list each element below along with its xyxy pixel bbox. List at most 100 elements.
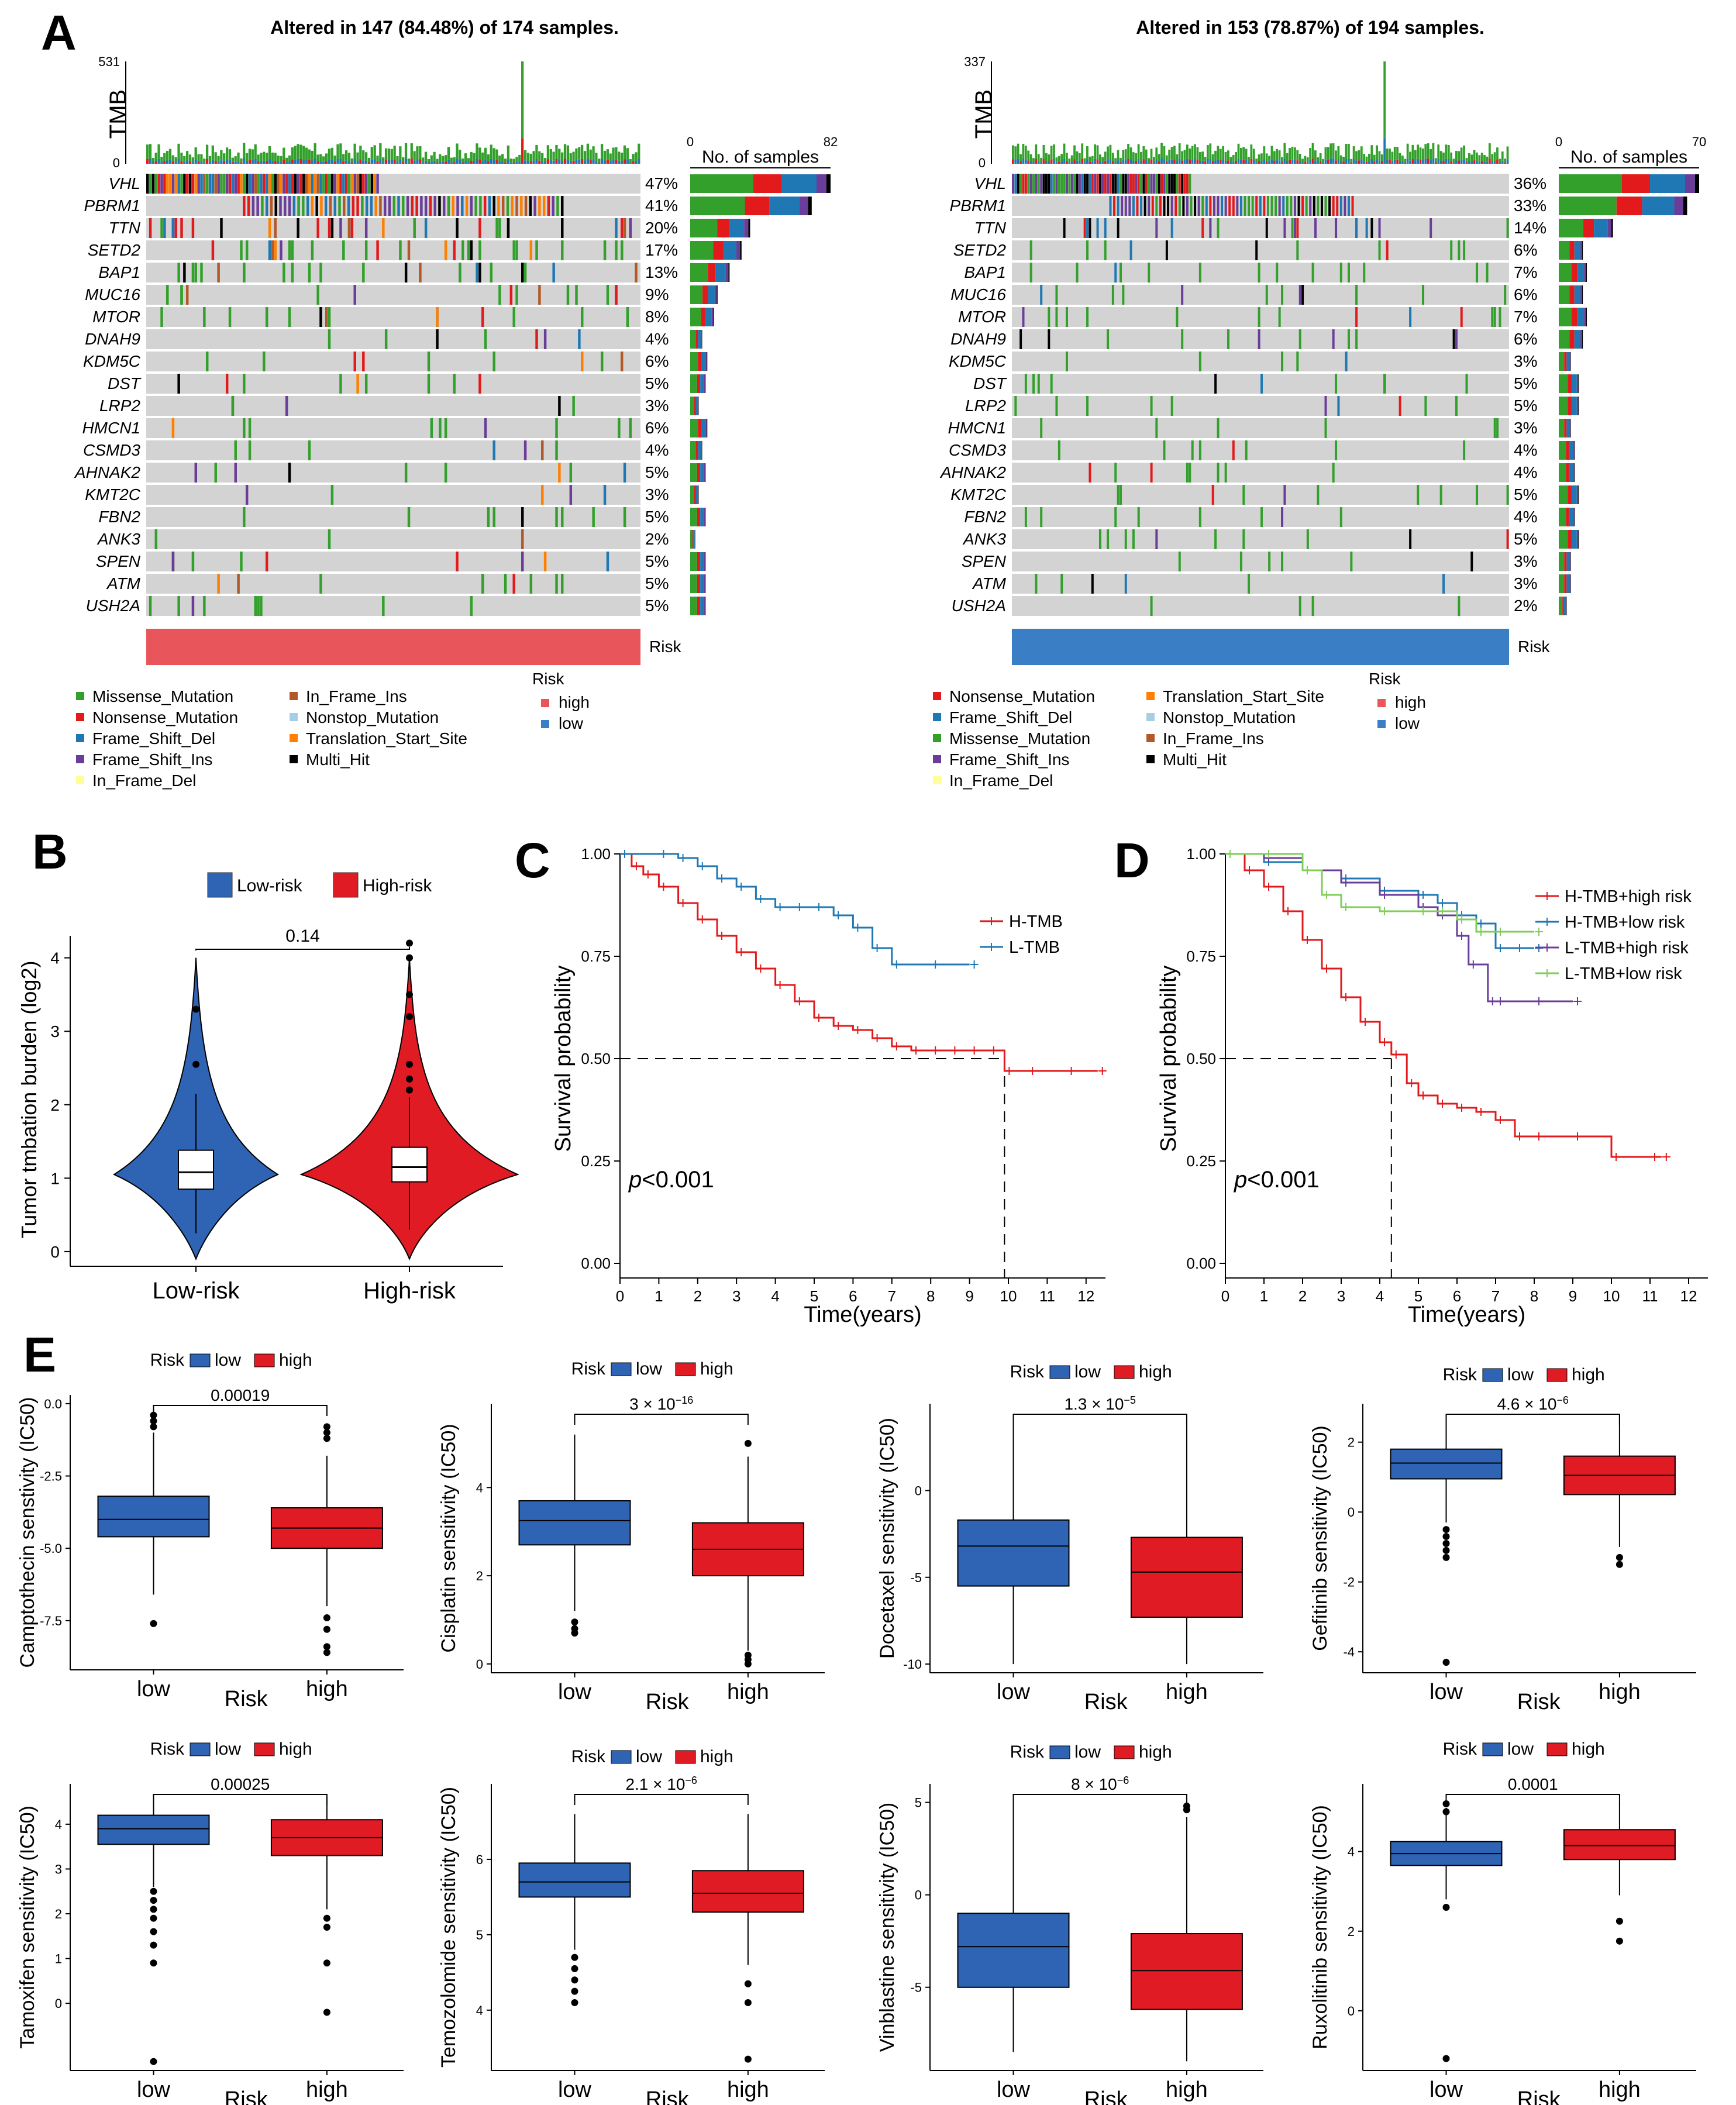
tmb-bar: [185, 151, 189, 161]
tmb-bar: [1209, 143, 1212, 159]
outlier-point: [323, 1435, 330, 1442]
mutation-cell: [319, 174, 322, 194]
mutation-cell: [538, 196, 541, 216]
y-axis-title: Gefitinib sensitivity (IC50): [1309, 1425, 1331, 1651]
mutation-cell: [180, 218, 183, 238]
tmb-bar: [1391, 151, 1394, 161]
legend-swatch: [76, 734, 84, 742]
mutation-cell: [1337, 396, 1340, 416]
sample-count-bar: [693, 530, 695, 549]
mutation-cell: [1117, 196, 1120, 216]
mutation-cell: [520, 196, 523, 216]
tmb-bar: [481, 161, 484, 164]
tmb-bar: [260, 153, 263, 161]
tmb-bar: [598, 159, 601, 163]
tmb-bar: [1191, 146, 1194, 160]
tmb-bar: [1417, 159, 1420, 164]
gene-row-background: [1012, 418, 1509, 438]
tmb-bar: [302, 159, 305, 164]
x-tick-label: 8: [1530, 1287, 1538, 1305]
mutation-cell: [447, 196, 450, 216]
tmb-bar: [1196, 159, 1199, 164]
tmb-bar: [501, 161, 504, 164]
sample-count-bar: [1568, 530, 1572, 549]
box-low: [97, 1496, 210, 1538]
tmb-bar: [1386, 148, 1389, 160]
mutation-cell: [1178, 552, 1181, 571]
gene-label-ank3: ANK3: [97, 530, 141, 548]
mutation-cell: [444, 418, 447, 438]
tmb-bar: [254, 159, 257, 164]
tmb-bar: [1189, 160, 1191, 164]
gene-label-pbrm1: PBRM1: [84, 197, 140, 215]
censor-mark: [1322, 964, 1331, 973]
mutation-cell: [180, 285, 183, 305]
mutation-cell: [257, 174, 260, 194]
sample-count-bar: [1594, 219, 1608, 237]
mutation-cell: [1124, 529, 1127, 549]
tmb-bar: [297, 144, 299, 159]
tmb-bar: [268, 159, 271, 164]
mutation-cell: [319, 307, 322, 327]
mutation-cell: [1163, 440, 1166, 460]
tmb-bar: [1486, 161, 1489, 164]
censor-mark: [892, 960, 901, 969]
outlier-point: [150, 1423, 157, 1431]
sample-count-bar: [698, 441, 701, 460]
tmb-bar: [379, 159, 382, 164]
gene-row-background: [1012, 463, 1509, 483]
panel-d-km-tmb-risk: 0.000.250.500.751.000 1 2 3 4 5 6 7 8 9 10 11 12Time…: [1156, 845, 1708, 1327]
gene-percentage: 5%: [645, 597, 669, 615]
mutation-cell: [1504, 285, 1507, 305]
tmb-bar: [1409, 151, 1411, 161]
tmb-bar: [606, 160, 609, 164]
mutation-cell: [203, 596, 206, 616]
mutation-cell: [234, 463, 237, 483]
sample-count-bar: [736, 241, 740, 260]
outlier-point: [192, 1005, 199, 1013]
mutation-cell: [353, 285, 356, 305]
x-tick-label: 5: [810, 1287, 818, 1305]
tmb-bar: [1501, 160, 1504, 164]
mutation-cell: [1055, 307, 1058, 327]
mutation-cell: [1042, 174, 1045, 194]
tmb-bar: [581, 144, 584, 159]
tmb-bar: [1283, 159, 1286, 164]
tmb-bar: [1291, 146, 1294, 160]
tmb-bar: [339, 159, 342, 164]
outlier-point: [150, 1928, 157, 1935]
mutation-cell: [1181, 329, 1184, 349]
outlier-point: [406, 991, 413, 998]
sample-count-bar: [690, 219, 718, 237]
mutation-cell: [424, 196, 428, 216]
mutation-cell: [1048, 307, 1050, 327]
tmb-bar: [549, 160, 552, 164]
mutation-cell: [1176, 307, 1179, 327]
gene-label-ush2a: USH2A: [86, 597, 140, 615]
tmb-bar: [1352, 159, 1355, 164]
tmb-bar: [1470, 154, 1473, 162]
outlier-point: [744, 2055, 752, 2063]
tmb-bar: [188, 161, 192, 164]
censor-mark: [1535, 997, 1543, 1005]
tmb-bar: [464, 153, 467, 161]
legend-title: Risk: [571, 1747, 606, 1766]
mutation-cell: [490, 263, 493, 282]
censor-mark: [1342, 903, 1350, 911]
mutation-cell: [556, 196, 559, 216]
mutation-cell: [345, 174, 348, 194]
tmb-bar: [1419, 160, 1422, 164]
tmb-bar: [442, 161, 445, 164]
tmb-bar: [1345, 144, 1348, 159]
tmb-bar: [612, 147, 615, 160]
mutation-cell: [188, 174, 192, 194]
tmb-bar: [205, 159, 209, 164]
sample-count-bar: [697, 574, 701, 593]
tmb-bar: [1480, 161, 1483, 164]
legend-title: Risk: [571, 1359, 606, 1379]
tmb-bar: [470, 161, 473, 164]
tmb-bar: [362, 160, 365, 164]
mutation-cell: [333, 196, 336, 216]
mutation-cell: [185, 285, 189, 305]
